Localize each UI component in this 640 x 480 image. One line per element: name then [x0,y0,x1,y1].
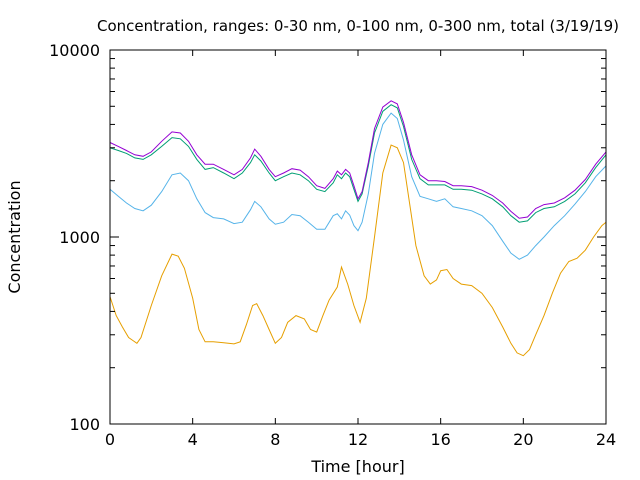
series-line-2 [109,112,607,260]
y-tick-label: 10000 [49,41,100,60]
series-line-3 [109,104,607,223]
x-tick-label: 20 [513,430,533,449]
y-tick-label: 1000 [59,228,100,247]
x-tick-label: 12 [348,430,368,449]
x-axis-ticks: 0 4 8 12 16 20 24 [105,50,616,449]
series-line-1 [109,144,607,357]
chart-title: Concentration, ranges: 0-30 nm, 0-100 nm… [97,17,619,35]
y-axis-ticks: 100 1000 10000 [49,41,606,434]
plot-frame [109,49,607,425]
series-line-4 [109,100,607,219]
x-tick-label: 16 [430,430,450,449]
x-tick-label: 24 [596,430,616,449]
series-layer [109,100,607,357]
y-tick-label: 100 [69,415,100,434]
x-tick-label: 0 [105,430,115,449]
x-axis-label: Time [hour] [310,457,404,476]
y-axis-label: Concentration [5,180,24,293]
x-tick-label: 8 [270,430,280,449]
x-tick-label: 4 [188,430,198,449]
